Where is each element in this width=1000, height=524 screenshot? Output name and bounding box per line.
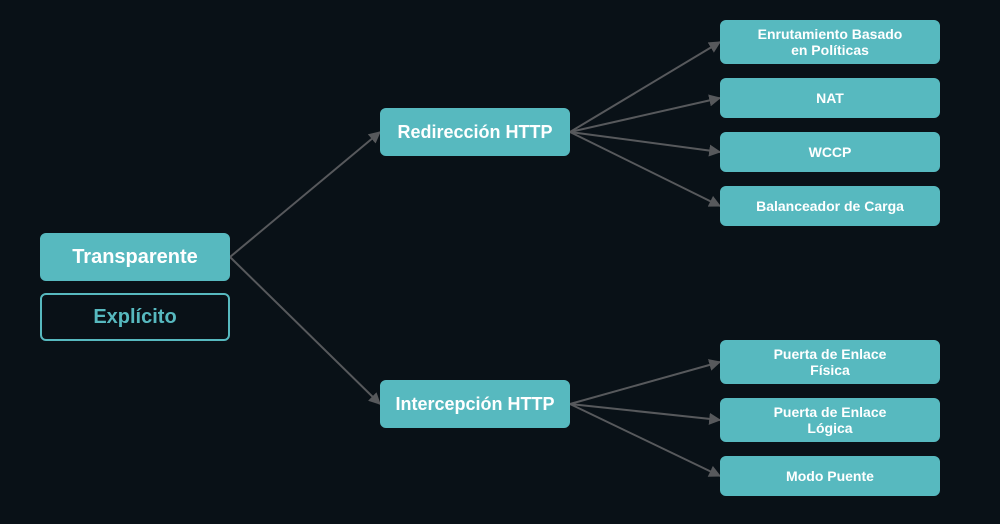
- node-label: WCCP: [809, 144, 852, 160]
- node-pbr: Enrutamiento Basadoen Políticas: [720, 20, 940, 64]
- node-transparente: Transparente: [40, 233, 230, 281]
- node-nat: NAT: [720, 78, 940, 118]
- edge-transparente-to-intercep: [230, 257, 380, 404]
- node-redir: Redirección HTTP: [380, 108, 570, 156]
- node-label: Modo Puente: [786, 468, 874, 484]
- node-bridge: Modo Puente: [720, 456, 940, 496]
- node-label: Enrutamiento Basadoen Políticas: [758, 26, 903, 58]
- edge-intercep-to-gwlog: [570, 404, 720, 420]
- edge-redir-to-wccp: [570, 132, 720, 152]
- node-label: NAT: [816, 90, 844, 106]
- edge-redir-to-nat: [570, 98, 720, 132]
- node-label: Transparente: [72, 246, 198, 269]
- edge-redir-to-pbr: [570, 42, 720, 132]
- edge-intercep-to-bridge: [570, 404, 720, 476]
- node-gwlog: Puerta de EnlaceLógica: [720, 398, 940, 442]
- node-label: Explícito: [93, 306, 176, 329]
- edge-redir-to-lb: [570, 132, 720, 206]
- node-lb: Balanceador de Carga: [720, 186, 940, 226]
- node-explicito: Explícito: [40, 293, 230, 341]
- node-label: Intercepción HTTP: [395, 394, 554, 415]
- node-intercep: Intercepción HTTP: [380, 380, 570, 428]
- node-wccp: WCCP: [720, 132, 940, 172]
- node-label: Balanceador de Carga: [756, 198, 904, 214]
- node-gwfis: Puerta de EnlaceFísica: [720, 340, 940, 384]
- node-label: Puerta de EnlaceFísica: [774, 346, 887, 378]
- node-label: Puerta de EnlaceLógica: [774, 404, 887, 436]
- edge-transparente-to-redir: [230, 132, 380, 257]
- edge-intercep-to-gwfis: [570, 362, 720, 404]
- node-label: Redirección HTTP: [397, 122, 552, 143]
